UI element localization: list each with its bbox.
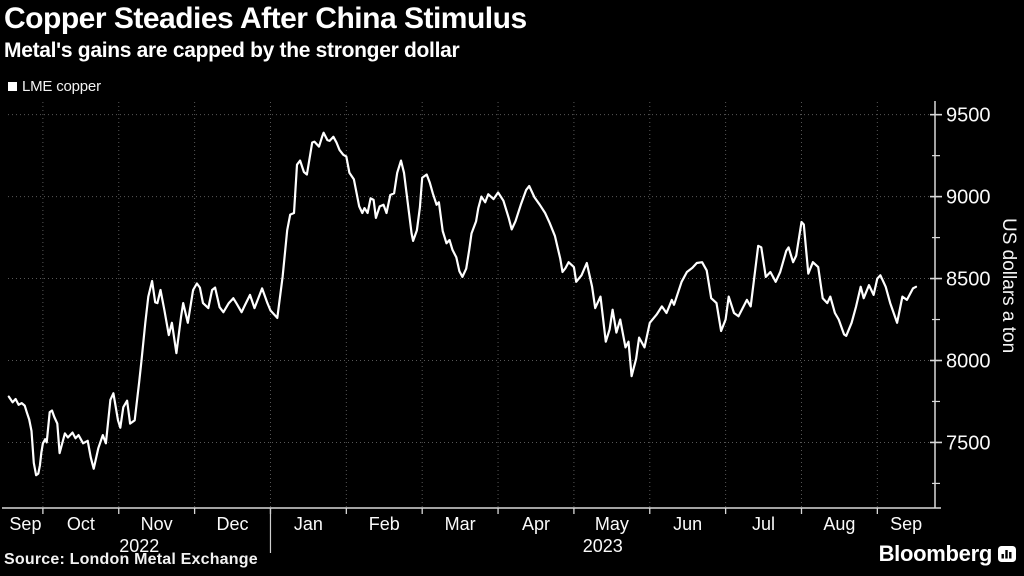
source-note: Source: London Metal Exchange (4, 551, 258, 568)
x-month-label: Feb (369, 514, 400, 534)
chart-subtitle: Metal's gains are capped by the stronger… (4, 39, 460, 62)
x-month-label: Mar (445, 514, 476, 534)
legend: LME copper (8, 78, 101, 95)
x-month-label: Aug (823, 514, 855, 534)
y-tick-label: 8000 (946, 351, 991, 373)
y-tick-label: 9500 (946, 105, 991, 127)
year-label: 2022 (119, 536, 159, 556)
legend-label: LME copper (22, 78, 101, 95)
x-month-label: May (595, 514, 629, 534)
x-month-label: Apr (522, 514, 550, 534)
x-month-label: Sep (9, 514, 41, 534)
y-tick-label: 7500 (946, 432, 991, 454)
x-month-label: Jan (294, 514, 323, 534)
x-month-label: Jun (673, 514, 702, 534)
bloomberg-wordmark: Bloomberg (878, 541, 993, 566)
bloomberg-logo: Bloomberg (879, 541, 1016, 567)
y-tick-label: 8500 (946, 269, 991, 291)
legend-square-icon (8, 82, 17, 91)
x-month-label: Oct (67, 514, 95, 534)
year-label: 2023 (583, 536, 623, 556)
y-axis-title: US dollars a ton (998, 218, 1019, 354)
x-month-label: Dec (217, 514, 249, 534)
chart-title: Copper Steadies After China Stimulus (4, 2, 527, 35)
chart-header: Copper Steadies After China Stimulus Met… (4, 0, 527, 63)
bloomberg-logo-icon (998, 546, 1016, 562)
x-month-label: Sep (890, 514, 922, 534)
x-month-label: Nov (141, 514, 173, 534)
y-tick-label: 9000 (946, 187, 991, 209)
price-line (7, 131, 918, 477)
x-month-label: Jul (752, 514, 775, 534)
